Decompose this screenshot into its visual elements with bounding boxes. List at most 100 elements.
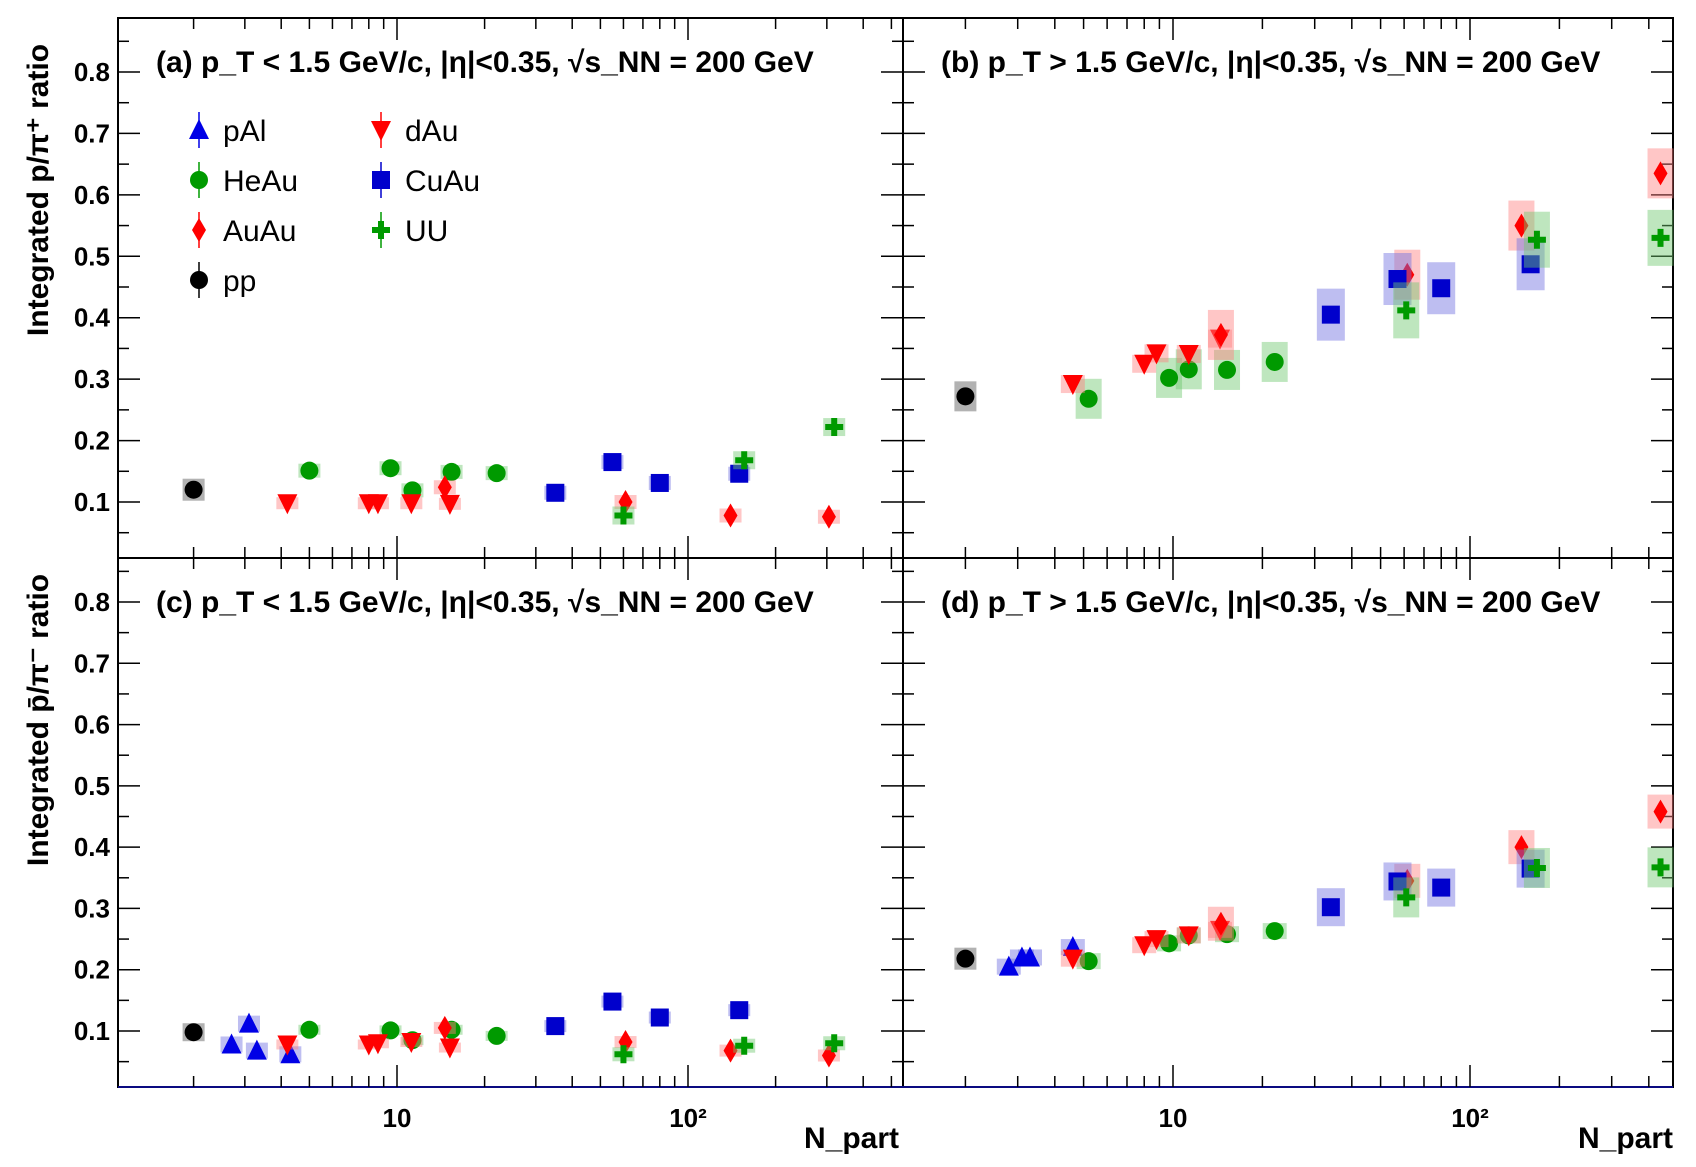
data-point <box>1265 352 1284 371</box>
y-tick-label: 0.2 <box>74 955 110 985</box>
series-UU <box>612 1034 846 1064</box>
data-point <box>546 483 565 502</box>
data-point <box>246 1039 267 1060</box>
legend-item-pal: pAl <box>189 112 266 148</box>
legend-label: CuAu <box>405 165 480 198</box>
series-UU <box>1393 209 1674 339</box>
data-point <box>825 418 844 437</box>
y-tick-label: 0.5 <box>74 771 110 801</box>
legend-item-uu: UU <box>372 212 448 248</box>
legend-marker <box>372 171 390 189</box>
y-tick-label: 0.6 <box>74 710 110 740</box>
data-point <box>1146 344 1167 365</box>
series-CuAu <box>544 992 751 1036</box>
data-point <box>1514 835 1529 860</box>
legend-label: UU <box>405 215 448 248</box>
data-point <box>439 494 460 515</box>
panel-title-c: (c) p_T < 1.5 GeV/c, |η|<0.35, √s_NN = 2… <box>156 586 814 619</box>
data-point <box>1079 389 1098 408</box>
y-tick-label: 0.1 <box>74 487 110 517</box>
y-tick-label: 0.8 <box>74 587 110 617</box>
data-point <box>546 1017 565 1036</box>
y-tick-label: 0.1 <box>74 1016 110 1046</box>
data-point <box>1527 230 1546 249</box>
data-point <box>437 475 452 500</box>
y-tick-label: 0.5 <box>74 241 110 271</box>
data-point <box>277 494 298 515</box>
series-dAu <box>276 494 461 515</box>
legend-label: pAl <box>223 115 266 148</box>
y-tick-label: 0.7 <box>74 118 110 148</box>
y-axis-title-top: Integrated p/π⁺ ratio <box>22 44 55 336</box>
data-point <box>277 1035 298 1056</box>
data-point <box>1019 946 1040 967</box>
legend-label: HeAu <box>223 165 298 198</box>
y-tick-label: 0.8 <box>74 57 110 87</box>
series-pp <box>954 947 977 970</box>
data-point <box>1521 255 1540 274</box>
data-point <box>1514 213 1529 238</box>
data-point <box>401 494 422 515</box>
legend-marker <box>372 221 390 239</box>
data-point <box>1062 375 1083 396</box>
data-point <box>614 506 633 525</box>
series-UU <box>612 418 846 525</box>
data-point <box>1321 305 1340 324</box>
data-point <box>603 992 622 1011</box>
data-point <box>730 1001 749 1020</box>
data-point <box>487 464 506 483</box>
data-point <box>1388 270 1407 289</box>
data-point <box>1651 228 1670 247</box>
data-point <box>381 459 400 478</box>
panel-d: 10 10² (d) p_T > 1.5 GeV/c, |η|<0.35, √s_N… <box>903 558 1674 1133</box>
data-point <box>1160 368 1179 387</box>
data-point <box>998 955 1019 976</box>
y-tick-label: 0.3 <box>74 364 110 394</box>
legend-marker <box>190 171 208 189</box>
data-point <box>1527 858 1546 877</box>
panel-title-b: (b) p_T > 1.5 GeV/c, |η|<0.35, √s_NN = 2… <box>941 46 1600 79</box>
series-pp <box>182 478 205 501</box>
data-point <box>650 1008 669 1027</box>
y-tick-label: 0.4 <box>74 832 111 862</box>
series-CuAu <box>544 453 751 502</box>
data-point <box>1653 799 1668 824</box>
data-point <box>1432 878 1451 897</box>
legend-item-pp: pp <box>190 262 256 298</box>
data-point <box>300 461 319 480</box>
data-point <box>1218 360 1237 379</box>
data-point <box>1178 926 1199 947</box>
y-tick-label: 0.2 <box>74 426 110 456</box>
data-point <box>367 494 388 515</box>
data-point <box>825 1034 844 1053</box>
data-point <box>1146 930 1167 951</box>
panel-c: 0.1 0.2 0.3 0.4 0.5 0.6 0.7 0.8 10 10² (c) p_T < 1… <box>74 558 903 1133</box>
x-tick-label: 10² <box>669 1103 707 1133</box>
data-point <box>300 1020 319 1039</box>
data-point <box>1160 934 1179 953</box>
data-point <box>1079 952 1098 971</box>
panel-title-d: (d) p_T > 1.5 GeV/c, |η|<0.35, √s_NN = 2… <box>941 586 1600 619</box>
data-point <box>1651 858 1670 877</box>
data-point <box>280 1043 301 1064</box>
data-point <box>1062 949 1083 970</box>
data-point <box>1134 936 1155 957</box>
series-AuAu <box>433 475 840 529</box>
data-point <box>1265 922 1284 941</box>
data-point <box>437 1015 452 1040</box>
x-axis-title-left: N_part <box>804 1122 899 1155</box>
series-pAl <box>996 936 1085 976</box>
data-point <box>735 1036 754 1055</box>
legend-item-dau: dAu <box>371 112 458 148</box>
data-point <box>956 387 975 406</box>
x-tick-label: 10² <box>1451 1103 1489 1133</box>
data-point <box>650 473 669 492</box>
data-point <box>603 453 622 472</box>
panel-title-a: (a) p_T < 1.5 GeV/c, |η|<0.35, √s_NN = 2… <box>156 46 814 79</box>
series-pp <box>954 381 977 412</box>
panel-b: (b) p_T > 1.5 GeV/c, |η|<0.35, √s_NN = 2… <box>903 18 1674 558</box>
data-point <box>1388 872 1407 891</box>
data-point <box>735 451 754 470</box>
legend-item-cuau: CuAu <box>372 162 480 198</box>
